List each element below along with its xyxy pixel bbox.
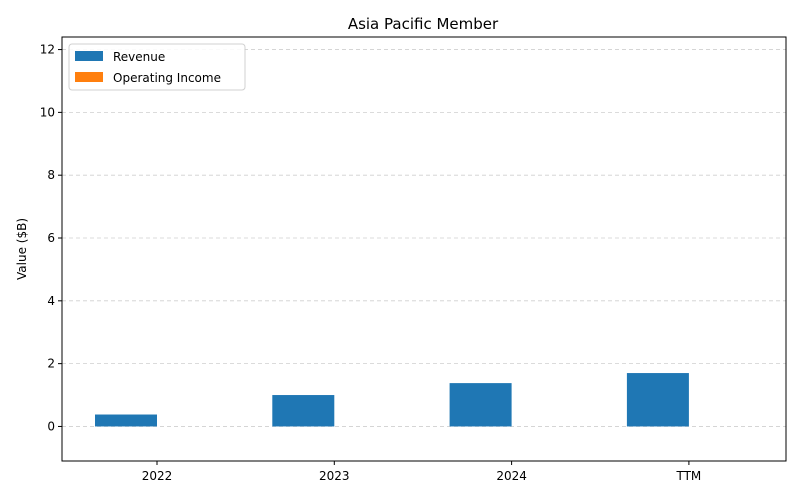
x-tick-label: 2022 (142, 469, 173, 483)
y-axis-label: Value ($B) (15, 218, 29, 280)
bar-revenue-2023 (272, 395, 335, 427)
bar-revenue-2024 (449, 383, 512, 427)
grid-lines (62, 49, 786, 427)
x-axis: 2022 2023 2024 TTM (142, 461, 701, 483)
y-tick-label: 8 (47, 168, 55, 182)
plot-frame (61, 36, 787, 462)
y-tick-label: 12 (40, 43, 55, 57)
x-tick-label: 2024 (496, 469, 527, 483)
y-tick-label: 4 (47, 294, 55, 308)
y-tick-label: 0 (47, 419, 55, 433)
legend: Revenue Operating Income (68, 43, 246, 91)
y-tick-label: 10 (40, 105, 55, 119)
legend-box (68, 43, 246, 91)
bars (95, 373, 689, 427)
y-tick-label: 6 (47, 231, 55, 245)
y-axis: 0 2 4 6 8 10 12 (40, 43, 62, 433)
legend-label: Revenue (113, 50, 165, 64)
legend-label: Operating Income (113, 71, 221, 85)
x-tick-label: 2023 (319, 469, 350, 483)
legend-swatch (75, 51, 103, 61)
bar-revenue-2022 (95, 414, 157, 427)
bar-revenue-ttm (626, 373, 689, 427)
y-tick-label: 2 (47, 357, 55, 371)
chart-title: Asia Pacific Member (348, 15, 499, 33)
legend-swatch (75, 72, 103, 82)
x-tick-label: TTM (675, 469, 701, 483)
